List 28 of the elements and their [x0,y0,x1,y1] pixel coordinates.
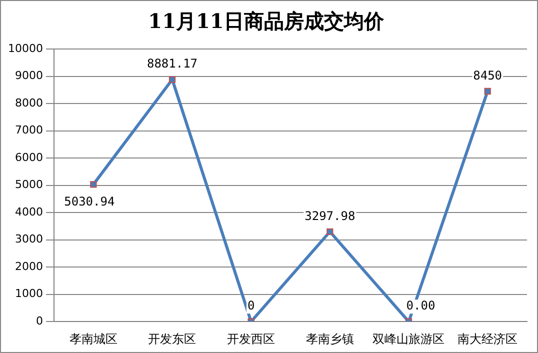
x-tick-label: 孝南乡镇 [306,332,354,346]
text: 8881.17 [146,56,198,71]
y-tick-label: 8000 [14,96,43,110]
x-tick-label: 开发东区 [148,332,196,346]
y-tick-label: 2000 [14,260,43,273]
text: 0.00 [406,298,436,313]
y-tick-label: 1000 [14,287,43,300]
text: 0 [247,298,255,313]
text: 3297.98 [304,208,356,223]
text: 5030.94 [64,194,115,209]
y-tick-label: 7000 [14,124,43,137]
point [90,181,97,188]
y-tick-label: 3000 [14,232,43,246]
x-tick-label: 双峰山旅游区 [372,332,445,346]
chart-title: 11月11日商品房成交均价 [148,9,385,34]
y-tick-label: 9000 [14,69,43,82]
point [326,228,334,236]
text: 8450 [473,68,502,82]
x-tick-label: 南大经济区 [458,332,518,346]
x-tick-label: 开发西区 [227,332,276,346]
y-tick-label: 6000 [14,150,43,164]
y-tick-label: 10000 [8,42,43,55]
point [484,88,491,95]
y-tick-label: 5000 [14,178,43,192]
point [168,76,176,83]
y-tick-label: 0 [36,314,43,328]
y-tick-label: 4000 [14,205,43,218]
x-tick-label: 孝南城区 [69,332,118,346]
